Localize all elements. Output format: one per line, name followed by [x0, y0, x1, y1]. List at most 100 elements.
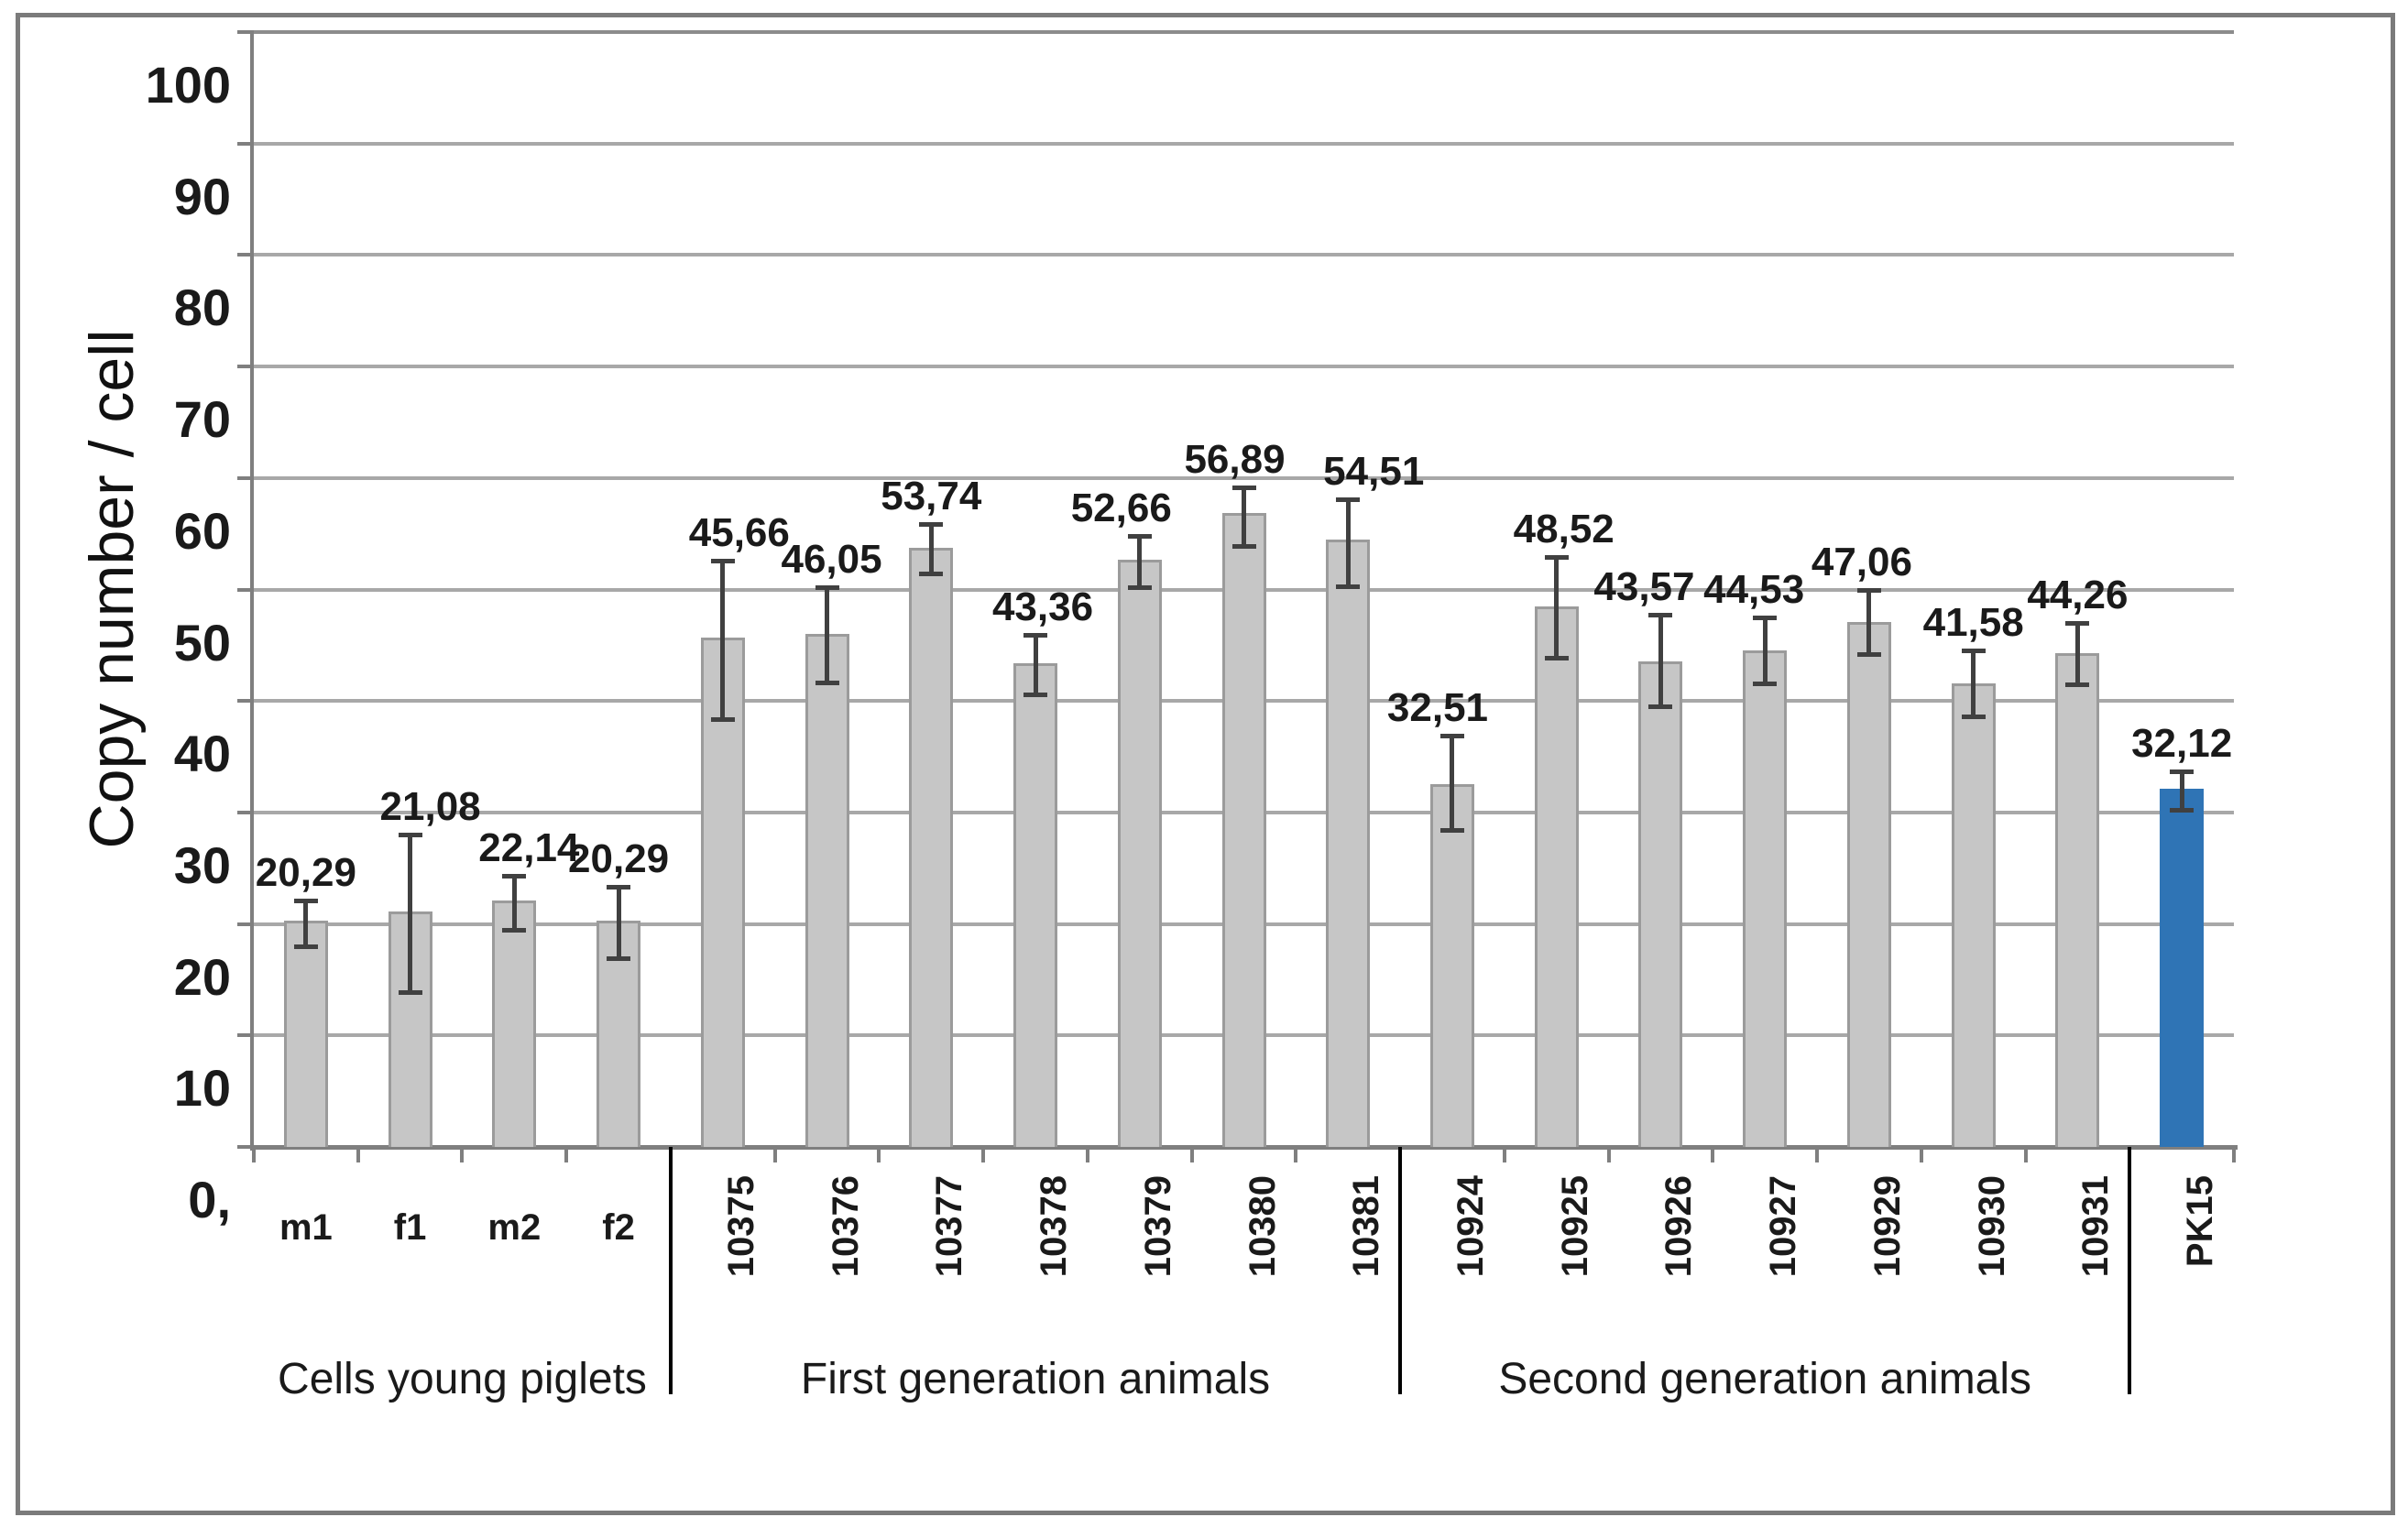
error-bar-10924: [1450, 735, 1455, 831]
error-cap-top-10929: [1856, 587, 1881, 593]
error-cap-top-f1: [398, 833, 422, 838]
error-cap-top-m2: [502, 874, 527, 879]
error-cap-bottom-10375: [710, 716, 735, 722]
bar-10931: [2055, 653, 2100, 1147]
group-label-0: Cells young piglets: [278, 1355, 647, 1403]
error-bar-f2: [616, 887, 621, 959]
error-cap-bottom-PK15: [2170, 808, 2195, 813]
error-cap-top-10381: [1336, 497, 1361, 502]
error-cap-bottom-10377: [919, 572, 944, 577]
error-cap-top-f2: [607, 885, 631, 890]
bar-data-label-m1: 20,29: [255, 850, 356, 896]
x-tick-label-f2: f2: [602, 1207, 635, 1248]
bar-data-label-10931: 44,26: [2027, 573, 2129, 617]
x-tick-15: [1815, 1150, 1820, 1162]
error-bar-f1: [408, 835, 413, 992]
y-axis-label-60: 60: [173, 501, 231, 560]
error-bar-10929: [1866, 589, 1872, 655]
bar-data-label-10924: 32,51: [1386, 684, 1489, 730]
bar-10376: [804, 633, 849, 1147]
bar-data-label-10376: 46,05: [781, 537, 882, 583]
bar-data-label-m2: 22,14: [478, 825, 580, 871]
x-tick-16: [1919, 1150, 1923, 1162]
error-bar-10375: [720, 560, 726, 719]
bar-data-label-10929: 47,06: [1811, 539, 1912, 584]
y-tick-80: [237, 253, 251, 257]
y-axis-label-80: 80: [173, 278, 231, 337]
bar-data-label-10381: 54,51: [1323, 448, 1425, 494]
error-cap-bottom-f2: [607, 956, 631, 962]
y-tick-40: [237, 699, 251, 704]
y-tick-50: [237, 587, 251, 592]
x-tick-8: [1085, 1150, 1089, 1162]
bar-10924: [1429, 784, 1474, 1147]
plot-top-border: [254, 30, 2234, 34]
x-tick-17: [2023, 1150, 2028, 1162]
error-bar-10379: [1137, 536, 1143, 588]
y-tick-100: [237, 30, 251, 34]
x-axis-line: [250, 1145, 2238, 1150]
x-tick-3: [564, 1150, 569, 1162]
y-axis-line: [250, 30, 254, 1151]
error-cap-bottom-10926: [1648, 704, 1673, 710]
group-label-2: Second generation animals: [1498, 1355, 2032, 1403]
x-tick-5: [772, 1150, 777, 1162]
error-bar-10926: [1658, 615, 1663, 707]
bar-10929: [1846, 622, 1891, 1147]
x-tick-label-10377: 10377: [929, 1175, 970, 1278]
y-tick-90: [237, 141, 251, 146]
bar-data-label-10378: 43,36: [991, 584, 1094, 630]
error-bar-PK15: [2179, 770, 2184, 811]
bar-data-label-f1: 21,08: [379, 784, 481, 830]
error-cap-bottom-f1: [398, 989, 422, 995]
bar-data-label-f2: 20,29: [568, 836, 670, 882]
x-tick-label-10929: 10929: [1866, 1175, 1908, 1278]
x-tick-label-10925: 10925: [1554, 1175, 1595, 1278]
x-tick-label-10930: 10930: [1971, 1175, 2012, 1278]
error-cap-bottom-10930: [1961, 715, 1986, 720]
gridline-70: [254, 365, 2234, 369]
x-tick-label-10926: 10926: [1658, 1175, 1700, 1278]
bar-10377: [909, 547, 954, 1147]
x-tick-label-10375: 10375: [720, 1175, 761, 1278]
x-tick-14: [1711, 1150, 1715, 1162]
error-bar-10377: [928, 523, 934, 574]
y-tick-60: [237, 475, 251, 480]
x-tick-7: [981, 1150, 986, 1162]
error-cap-top-10925: [1544, 555, 1569, 561]
error-cap-top-10379: [1127, 534, 1152, 540]
x-tick-label-10379: 10379: [1137, 1175, 1178, 1278]
y-tick-30: [237, 810, 251, 814]
x-tick-label-10378: 10378: [1034, 1175, 1075, 1278]
error-cap-top-10931: [2065, 621, 2090, 626]
bar-data-label-10926: 43,57: [1593, 564, 1695, 610]
bar-10925: [1534, 606, 1579, 1147]
error-cap-top-10924: [1439, 733, 1464, 738]
y-axis-label-0: 0,: [188, 1171, 231, 1228]
error-bar-m1: [303, 900, 309, 946]
bar-m1: [283, 921, 328, 1147]
x-tick-label-m2: m2: [487, 1207, 542, 1248]
y-axis-label-30: 30: [173, 835, 231, 894]
error-cap-bottom-10379: [1127, 585, 1152, 591]
y-axis-label-20: 20: [173, 947, 231, 1006]
x-tick-6: [877, 1150, 881, 1162]
gridline-90: [254, 141, 2234, 146]
bar-10930: [1951, 682, 1996, 1147]
bar-data-label-10377: 53,74: [881, 473, 982, 518]
y-axis-label-10: 10: [173, 1059, 231, 1118]
x-tick-19: [2232, 1150, 2236, 1162]
group-divider-0: [668, 1147, 673, 1394]
y-axis-label-90: 90: [173, 167, 231, 225]
bar-10380: [1221, 512, 1266, 1147]
error-cap-top-m1: [293, 899, 318, 904]
error-cap-bottom-10378: [1023, 692, 1048, 697]
x-tick-0: [252, 1150, 256, 1162]
error-cap-bottom-10931: [2065, 682, 2090, 687]
error-bar-10381: [1345, 498, 1351, 586]
error-cap-top-10376: [815, 585, 839, 591]
y-tick-20: [237, 922, 251, 926]
x-tick-label-f1: f1: [393, 1207, 427, 1248]
y-axis-label-50: 50: [173, 613, 231, 671]
error-bar-10930: [1971, 650, 1976, 717]
